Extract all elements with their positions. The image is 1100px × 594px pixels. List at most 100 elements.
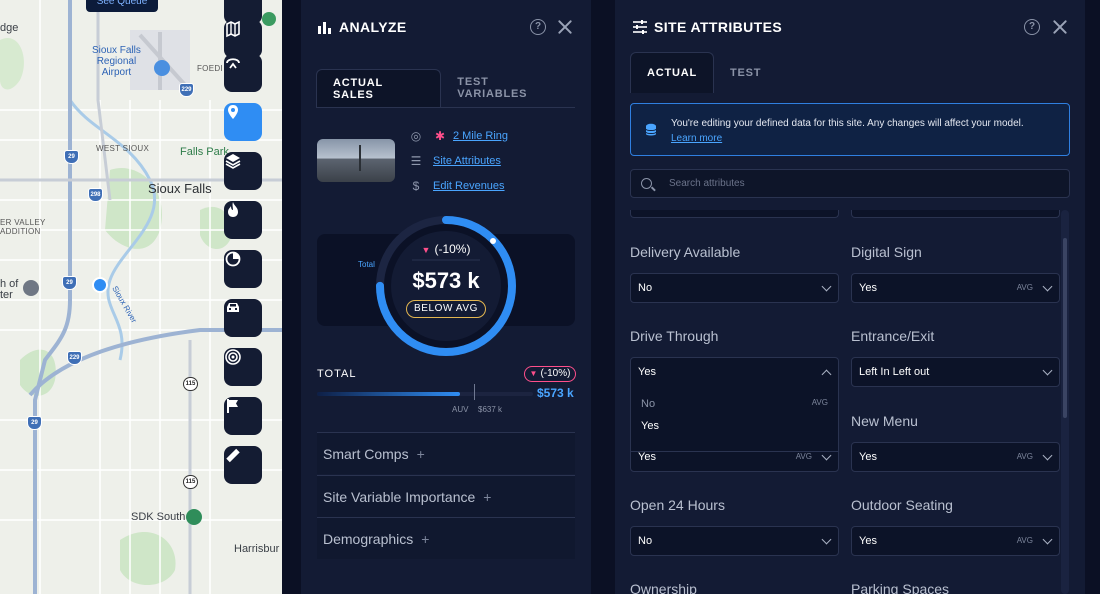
edit-revenues-link-row: $ Edit Revenues xyxy=(409,179,505,193)
scrollbar-thumb[interactable] xyxy=(1063,238,1067,418)
label-parking-spaces: Parking Spaces xyxy=(851,581,950,594)
interstate-shield: 298 xyxy=(88,188,103,202)
select-outdoor-seating[interactable]: Yes AVG xyxy=(851,526,1060,556)
plus-icon: + xyxy=(416,445,425,462)
total-value: $573 k xyxy=(537,386,574,400)
ring-link-row: ◎ ✱ 2 Mile Ring xyxy=(409,129,508,143)
us-route-shield: 115 xyxy=(183,475,198,489)
site-attributes-link[interactable]: Site Attributes xyxy=(433,155,501,167)
chevron-down-icon xyxy=(821,450,832,461)
fire-icon[interactable] xyxy=(224,201,262,239)
search-icon xyxy=(641,178,652,189)
attributes-scrollbar[interactable] xyxy=(1061,210,1069,594)
label-entrance-exit: Entrance/Exit xyxy=(851,328,935,344)
edit-notice: You're editing your defined data for thi… xyxy=(630,103,1070,156)
map-icon[interactable] xyxy=(224,20,262,58)
select-entrance-exit[interactable]: Left In Left out xyxy=(851,357,1060,387)
gauge-marker-dot xyxy=(490,238,496,244)
site-street-view-image[interactable] xyxy=(317,139,395,182)
label-drive-through: Drive Through xyxy=(630,328,719,344)
select-new-menu[interactable]: Yes AVG xyxy=(851,442,1060,472)
select-delivery-available[interactable]: No xyxy=(630,273,839,303)
map-label-edge: dge xyxy=(0,22,19,34)
dropdown-option-yes[interactable]: Yes xyxy=(641,420,659,432)
see-queue-button[interactable]: See Queue xyxy=(86,0,158,12)
tab-test-variables[interactable]: TEST VARIABLES xyxy=(457,76,528,100)
dropdown-option-no[interactable]: No xyxy=(641,398,656,410)
poi-pin-icon[interactable] xyxy=(23,280,39,296)
learn-more-link[interactable]: Learn more xyxy=(671,133,723,144)
ring-link[interactable]: 2 Mile Ring xyxy=(453,130,509,142)
accordion-label: Smart Comps xyxy=(323,445,409,462)
gauge-ring xyxy=(376,216,516,356)
dollar-icon: $ xyxy=(412,179,420,193)
notice-text: You're editing your defined data for thi… xyxy=(671,118,1024,129)
field-partial-top xyxy=(630,210,839,218)
search-attributes-field[interactable]: Search attributes xyxy=(630,169,1070,198)
map-label-valley: ER VALLEY xyxy=(0,218,46,227)
label-open-24-hours: Open 24 Hours xyxy=(630,497,725,513)
select-value: Yes xyxy=(859,535,877,547)
accordion-label: Site Variable Importance xyxy=(323,488,476,505)
map-view[interactable]: See Queue dge Sioux Falls Regional Airpo… xyxy=(0,0,282,594)
flag-icon[interactable] xyxy=(224,397,262,435)
accordion-smart-comps[interactable]: Smart Comps + xyxy=(317,432,575,474)
layers-icon[interactable] xyxy=(224,152,262,190)
map-label-airport: Sioux Falls Regional Airport xyxy=(92,45,141,78)
site-attributes-tabs: ACTUAL TEST xyxy=(630,52,1070,93)
down-triangle-icon: ▼ xyxy=(529,369,538,378)
park-pin-icon[interactable] xyxy=(262,12,276,26)
route-icon[interactable] xyxy=(224,54,262,92)
help-icon[interactable]: ? xyxy=(1024,19,1040,35)
ruler-icon[interactable] xyxy=(224,446,262,484)
total-delta-value: (-10%) xyxy=(540,368,571,379)
select-digital-sign[interactable]: Yes AVG xyxy=(851,273,1060,303)
chevron-up-icon xyxy=(821,369,832,380)
pie-chart-icon[interactable] xyxy=(224,250,262,288)
edit-revenues-link[interactable]: Edit Revenues xyxy=(433,180,505,192)
location-pin-icon[interactable] xyxy=(224,103,262,141)
select-open-24-hours[interactable]: No xyxy=(630,526,839,556)
total-bar-track xyxy=(317,392,533,396)
total-delta-badge: ▼ (-10%) xyxy=(524,366,576,382)
tab-test[interactable]: TEST xyxy=(730,66,762,79)
chevron-down-icon xyxy=(1042,534,1053,545)
accordion-label: Demographics xyxy=(323,530,414,547)
gauge-value: $573 k xyxy=(412,268,480,293)
airport-pin-icon[interactable] xyxy=(154,60,170,76)
map-label-sdk-south: SDK South xyxy=(131,511,186,523)
chevron-down-icon xyxy=(1042,450,1053,461)
car-icon[interactable] xyxy=(224,299,262,337)
selected-site-star-icon[interactable] xyxy=(92,277,108,293)
avg-tag: AVG xyxy=(1016,536,1033,545)
tab-actual[interactable]: ACTUAL xyxy=(630,52,715,93)
target-icon[interactable] xyxy=(224,348,262,386)
interstate-shield: 29 xyxy=(27,416,42,430)
poi-pin-icon[interactable] xyxy=(186,509,202,525)
map-label-h-of: h of xyxy=(0,278,19,290)
select-drive-through[interactable]: Yes xyxy=(630,357,839,387)
select-value: No xyxy=(638,535,653,547)
tab-actual-sales[interactable]: ACTUAL SALES xyxy=(316,69,442,107)
analyze-panel: ANALYZE ? ACTUAL SALES TEST VARIABLES ◎ … xyxy=(301,0,591,594)
close-icon[interactable] xyxy=(1052,19,1068,35)
map-label-city: Sioux Falls xyxy=(148,181,212,196)
close-icon[interactable] xyxy=(557,19,573,35)
accordion-site-variable-importance[interactable]: Site Variable Importance + xyxy=(317,475,575,517)
map-label-falls-park: Falls Park xyxy=(180,146,229,158)
label-new-menu: New Menu xyxy=(851,413,918,429)
field-partial-top xyxy=(851,210,1060,218)
avg-tag: AVG xyxy=(795,452,812,461)
label-ownership: Ownership xyxy=(630,581,697,594)
help-icon[interactable]: ? xyxy=(530,19,546,35)
gauge-total-label: Total xyxy=(358,260,375,269)
label-delivery-available: Delivery Available xyxy=(630,244,741,260)
accordion-demographics[interactable]: Demographics + xyxy=(317,517,575,559)
select-value: Yes xyxy=(859,451,877,463)
map-label-foedi: FOEDI xyxy=(197,64,223,73)
select-value: Yes xyxy=(638,366,656,378)
drive-through-dropdown: No AVG Yes xyxy=(630,386,839,452)
analyze-header: ANALYZE xyxy=(301,0,591,54)
plus-icon: + xyxy=(483,488,492,505)
